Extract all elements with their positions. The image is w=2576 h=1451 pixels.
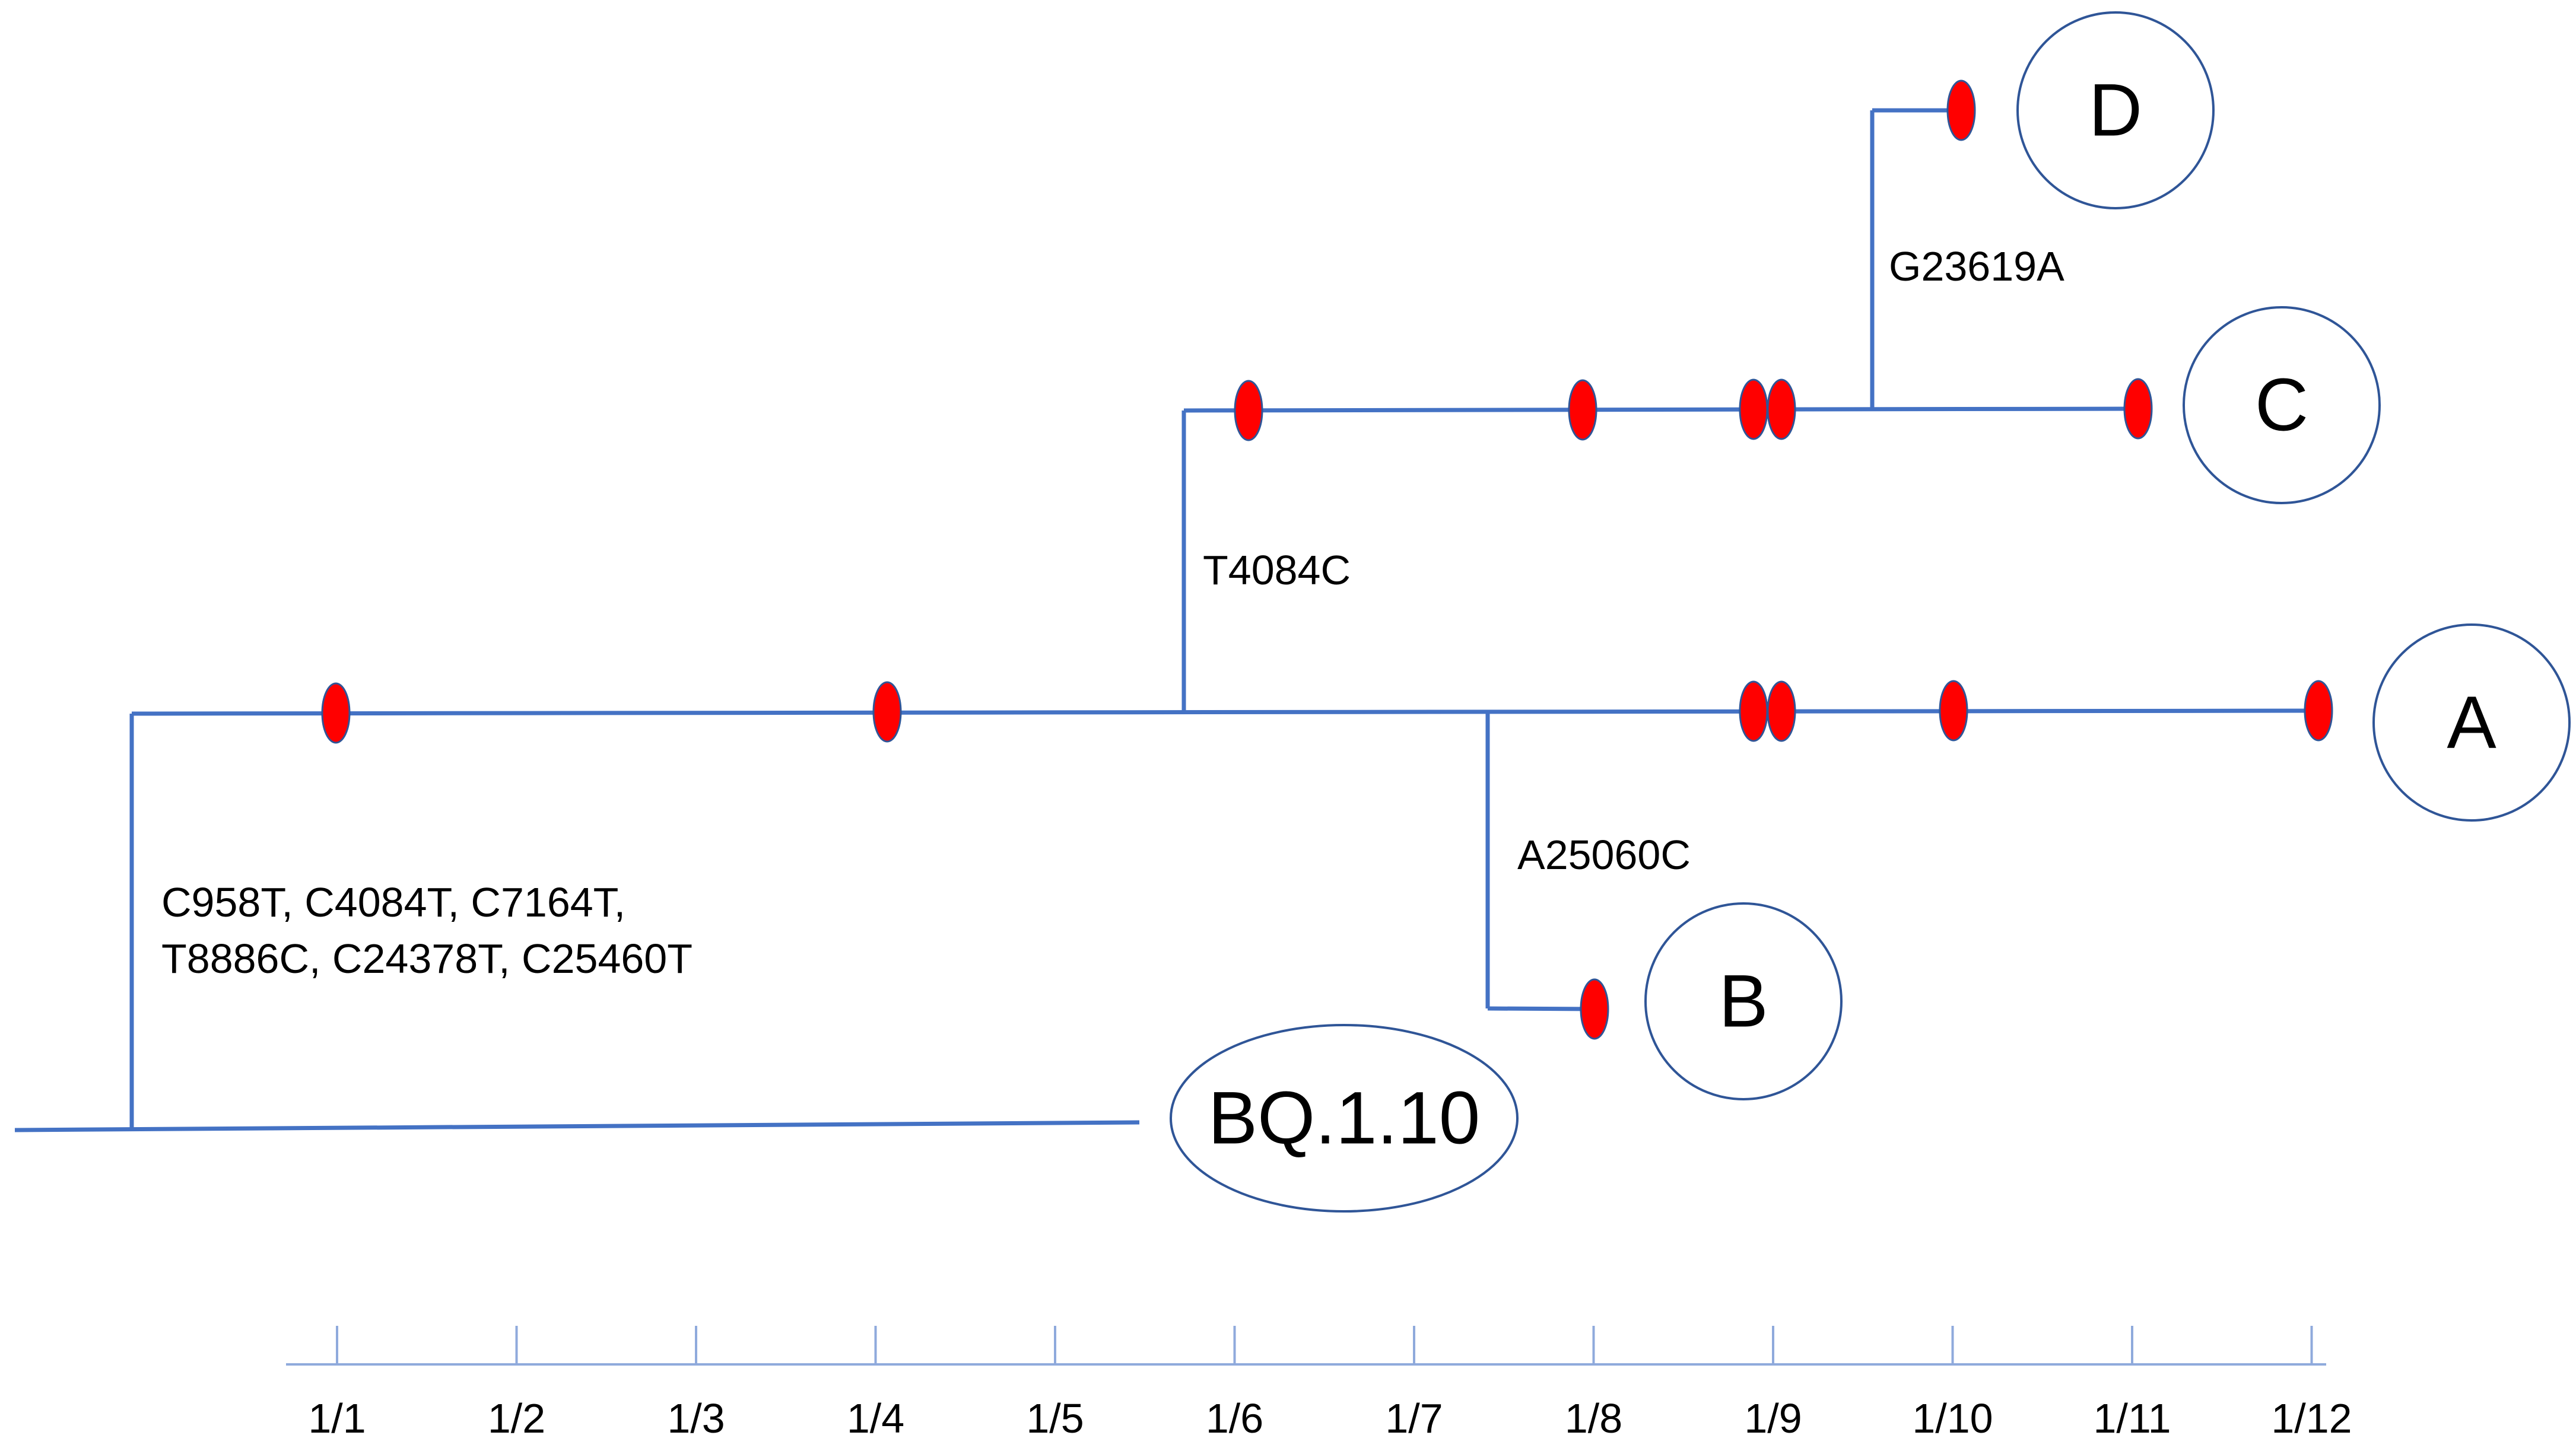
node-root-shape	[1170, 1024, 1519, 1213]
mutation-marker	[1739, 378, 1768, 440]
mutation-markers	[321, 79, 2333, 1040]
tree-branches	[14, 108, 2324, 1132]
node-a-shape	[2372, 623, 2571, 822]
mutation-marker	[321, 682, 351, 744]
root-mutations-line2: T8886C, C24378T, C25460T	[161, 935, 693, 982]
axis-tick-label: 1/11	[2093, 1395, 2171, 1442]
axis-tick-label: 1/7	[1385, 1395, 1443, 1442]
mutation-marker	[1234, 380, 1263, 441]
branch-c-mutation: T4084C	[1203, 547, 1351, 593]
node-b-shape	[1644, 902, 1843, 1100]
node-root-label: BQ.1.10	[1208, 1077, 1481, 1160]
mutation-marker	[1946, 79, 1976, 141]
branch-d-mutation: G23619A	[1889, 243, 2064, 289]
mutation-marker	[2304, 680, 2333, 742]
mutation-marker	[1939, 680, 1968, 742]
mutation-marker	[1580, 978, 1609, 1040]
axis-tick-label: 1/12	[2271, 1395, 2352, 1442]
mutation-marker	[2123, 378, 2153, 440]
axis-tick-label: 1/2	[488, 1395, 545, 1442]
axis-tick-label: 1/9	[1744, 1395, 1802, 1442]
time-axis: 1/1 1/2 1/3 1/4 1/5 1/6 1/7 1/8 1/9 1/10 1/11 1/12	[286, 1326, 2352, 1442]
root-branch	[14, 1120, 1140, 1132]
trunk-to-a-branch	[131, 708, 2324, 716]
axis-tick-label: 1/1	[308, 1395, 366, 1442]
axis-tick-label: 1/8	[1565, 1395, 1622, 1442]
axis-tick-label: 1/6	[1206, 1395, 1263, 1442]
variant-nodes	[1170, 11, 2571, 1213]
axis-tick-label: 1/5	[1026, 1395, 1084, 1442]
node-d-label: D	[2089, 69, 2142, 152]
node-d-shape	[2016, 11, 2215, 209]
mutation-marker	[1739, 680, 1768, 742]
node-a-label: A	[2447, 682, 2496, 764]
axis-tick-label: 1/3	[667, 1395, 725, 1442]
axis-tick-label: 1/10	[1912, 1395, 1993, 1442]
b-lineage-branch	[1487, 1006, 1594, 1011]
c-lineage-branch	[1183, 406, 2139, 413]
branch-b-mutation: A25060C	[1517, 832, 1691, 878]
node-c-label: C	[2255, 364, 2308, 447]
mutation-marker	[1767, 378, 1796, 440]
node-c-shape	[2183, 306, 2381, 504]
root-mutations-line1: C958T, C4084T, C7164T,	[161, 879, 625, 925]
mutation-marker	[1767, 680, 1796, 742]
mutation-marker	[872, 681, 902, 743]
node-b-label: B	[1719, 960, 1768, 1043]
axis-tick-label: 1/4	[847, 1395, 904, 1442]
mutation-marker	[1568, 379, 1597, 441]
